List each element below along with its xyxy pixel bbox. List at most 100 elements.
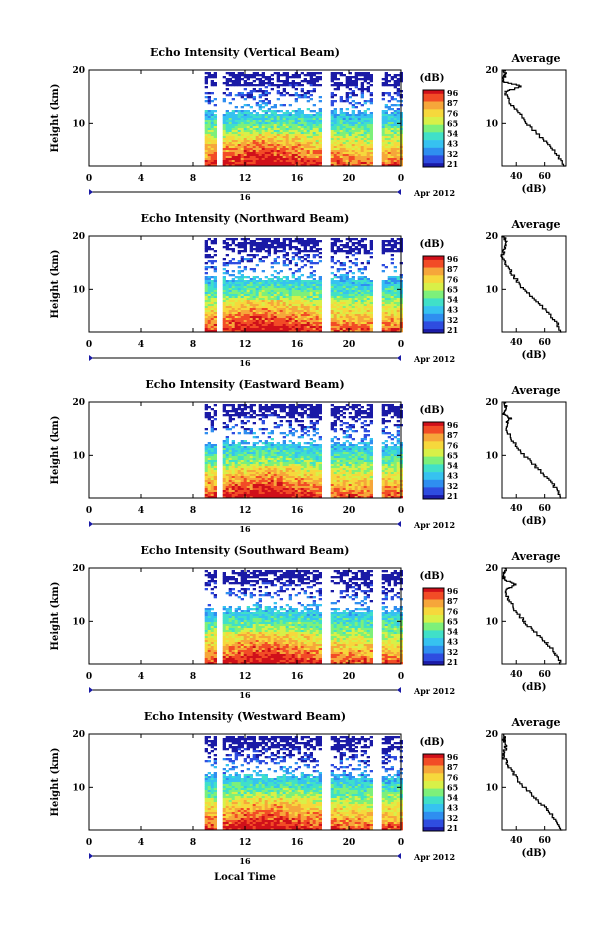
heatmap-cell	[249, 144, 253, 147]
heatmap-cell	[333, 290, 337, 293]
heatmap-cell	[225, 142, 229, 145]
heatmap-cell	[225, 148, 229, 151]
heatmap-cell	[207, 296, 211, 299]
heatmap-cell	[363, 280, 367, 283]
heatmap-cell	[387, 146, 391, 149]
heatmap-cell	[285, 304, 289, 307]
heatmap-cell	[336, 150, 340, 153]
heatmap-cell	[282, 162, 286, 165]
heatmap-cell	[315, 156, 319, 159]
heatmap-cell	[252, 324, 256, 327]
heatmap-cell	[360, 86, 364, 89]
heatmap-cell	[243, 306, 247, 309]
heatmap-cell	[237, 406, 241, 409]
heatmap-cell	[312, 84, 316, 87]
heatmap-cell	[369, 314, 373, 317]
heatmap-cell	[348, 308, 352, 311]
heatmap-cell	[237, 482, 241, 485]
heatmap-cell	[342, 118, 346, 121]
heatmap-cell	[252, 446, 256, 449]
heatmap-cell	[225, 72, 229, 75]
heatmap-cell	[348, 278, 352, 281]
heatmap-cell	[267, 162, 271, 165]
heatmap-cell	[333, 240, 337, 243]
heatmap-cell	[249, 428, 253, 431]
heatmap-cell	[345, 148, 349, 151]
heatmap-cell	[357, 144, 361, 147]
heatmap-cell	[291, 318, 295, 321]
heatmap-cell	[291, 324, 295, 327]
heatmap-cell	[318, 326, 322, 329]
heatmap-cell	[339, 152, 343, 155]
heatmap-cell	[390, 112, 394, 115]
heatmap-cell	[255, 496, 259, 499]
heatmap-cell	[294, 152, 298, 155]
heatmap-cell	[366, 310, 370, 313]
heatmap-cell	[318, 130, 322, 133]
heatmap-cell	[393, 242, 397, 245]
heatmap	[204, 238, 403, 333]
heatmap-cell	[225, 118, 229, 121]
heatmap-cell	[393, 140, 397, 143]
heatmap-cell	[210, 318, 214, 321]
heatmap-cell	[231, 270, 235, 273]
heatmap-cell	[303, 292, 307, 295]
heatmap-cell	[288, 76, 292, 79]
heatmap-cell	[288, 84, 292, 87]
heatmap-cell	[249, 106, 253, 109]
heatmap-cell	[348, 160, 352, 163]
heatmap-cell	[270, 304, 274, 307]
heatmap-cell	[264, 454, 268, 457]
heatmap-cell	[315, 150, 319, 153]
heatmap-cell	[255, 478, 259, 481]
heatmap-cell	[357, 316, 361, 319]
heatmap-cell	[366, 122, 370, 125]
heatmap-cell	[336, 132, 340, 135]
heatmap-cell	[390, 244, 394, 247]
heatmap-cell	[351, 124, 355, 127]
heatmap-cell	[285, 244, 289, 247]
heatmap-cell	[312, 128, 316, 131]
heatmap-cell	[387, 114, 391, 117]
heatmap-cell	[228, 112, 232, 115]
heatmap-cell	[342, 322, 346, 325]
heatmap-cell	[243, 276, 247, 279]
heatmap-cell	[222, 496, 226, 499]
heatmap-cell	[213, 82, 217, 85]
heatmap-cell	[345, 304, 349, 307]
heatmap-cell	[267, 466, 271, 469]
heatmap-cell	[309, 76, 313, 79]
heatmap-cell	[369, 156, 373, 159]
heatmap-cell	[339, 158, 343, 161]
heatmap-cell	[213, 280, 217, 283]
heatmap-cell	[294, 322, 298, 325]
heatmap	[204, 72, 403, 167]
heatmap-cell	[231, 326, 235, 329]
heatmap-cell	[333, 144, 337, 147]
heatmap-cell	[225, 300, 229, 303]
heatmap-cell	[267, 124, 271, 127]
heatmap-cell	[243, 122, 247, 125]
heatmap-cell	[354, 282, 358, 285]
heatmap-cell	[318, 248, 322, 251]
heatmap-cell	[279, 74, 283, 77]
heatmap-cell	[342, 300, 346, 303]
heatmap-cell	[315, 292, 319, 295]
heatmap-cell	[267, 310, 271, 313]
heatmap-cell	[291, 300, 295, 303]
heatmap-cell	[246, 482, 250, 485]
heatmap-cell	[231, 112, 235, 115]
heatmap-cell	[393, 132, 397, 135]
heatmap-cell	[303, 324, 307, 327]
heatmap-cell	[234, 132, 238, 135]
heatmap-cell	[294, 146, 298, 149]
heatmap-cell	[243, 136, 247, 139]
heatmap-cell	[204, 324, 208, 327]
heatmap-cell	[213, 158, 217, 161]
heatmap-cell	[270, 112, 274, 115]
colorbar-tick-label: 76	[447, 274, 459, 284]
heatmap-cell	[264, 78, 268, 81]
heatmap-cell	[252, 154, 256, 157]
heatmap-cell	[312, 158, 316, 161]
heatmap-cell	[240, 280, 244, 283]
